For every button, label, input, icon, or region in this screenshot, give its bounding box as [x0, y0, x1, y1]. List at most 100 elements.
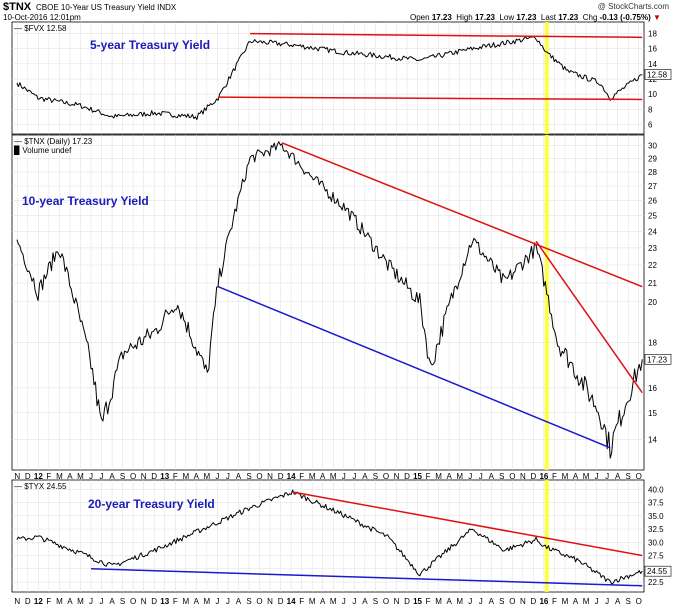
- chart-title: 5-year Treasury Yield: [90, 38, 210, 52]
- trendline-blue: [91, 568, 643, 587]
- x-tick-label: O: [383, 597, 389, 606]
- x-tick-label: J: [342, 597, 346, 606]
- x-tick-label: O: [509, 472, 515, 481]
- x-tick-label: J: [352, 472, 356, 481]
- x-tick-label: A: [320, 472, 326, 481]
- symbol: $TNX: [3, 1, 32, 13]
- y-tick-label: 35.0: [648, 512, 664, 521]
- down-arrow-icon: ▼: [653, 13, 661, 22]
- y-tick-label: 32.5: [648, 525, 664, 534]
- x-tick-label: 13: [160, 597, 169, 606]
- x-tick-label: M: [583, 472, 590, 481]
- x-tick-label: A: [362, 472, 368, 481]
- x-tick-label: M: [204, 597, 211, 606]
- x-tick-label: F: [173, 597, 178, 606]
- timestamp: 10-Oct-2016 12:01pm: [3, 13, 81, 22]
- last-value-label: 24.55: [647, 567, 668, 576]
- x-tick-label: F: [299, 597, 304, 606]
- x-tick-label: D: [25, 597, 31, 606]
- x-tick-label: A: [67, 597, 73, 606]
- x-tick-label: D: [151, 472, 157, 481]
- x-tick-label: A: [446, 597, 452, 606]
- x-tick-label: A: [573, 472, 579, 481]
- low-label: Low: [499, 13, 515, 22]
- panel-frame: [11, 134, 645, 471]
- x-tick-label: D: [404, 597, 410, 606]
- x-tick-label: F: [552, 597, 557, 606]
- y-tick-label: 25: [648, 212, 657, 221]
- last-value-label: 17.23: [647, 355, 668, 364]
- y-tick-label: 23: [648, 244, 657, 253]
- x-tick-label: F: [299, 472, 304, 481]
- x-tick-label: A: [194, 597, 200, 606]
- x-tick-label: J: [89, 472, 93, 481]
- x-tick-label: F: [426, 472, 431, 481]
- x-tick-label: A: [109, 472, 115, 481]
- x-tick-label: D: [531, 597, 537, 606]
- last-label: Last: [540, 13, 556, 22]
- x-tick-label: N: [14, 472, 20, 481]
- chg-label: Chg: [582, 13, 598, 22]
- chart-title: 20-year Treasury Yield: [88, 497, 215, 511]
- x-tick-label: A: [489, 597, 495, 606]
- x-tick-label: O: [256, 472, 262, 481]
- x-tick-label: 12: [34, 472, 43, 481]
- x-tick-label: S: [626, 597, 631, 606]
- y-tick-label: 22: [648, 261, 657, 270]
- open-label: Open: [410, 13, 430, 22]
- x-tick-label: J: [215, 597, 219, 606]
- x-tick-label: J: [595, 597, 599, 606]
- x-tick-label: J: [342, 472, 346, 481]
- x-tick-label: M: [562, 472, 569, 481]
- chart-title: 10-year Treasury Yield: [22, 194, 149, 208]
- trendline-red: [250, 32, 643, 39]
- x-tick-label: F: [46, 472, 51, 481]
- x-tick-label: M: [435, 472, 442, 481]
- x-tick-label: A: [236, 597, 242, 606]
- x-tick-label: F: [46, 597, 51, 606]
- x-tick-label: J: [468, 472, 472, 481]
- x-tick-label: J: [595, 472, 599, 481]
- trendline-blue: [217, 285, 611, 449]
- last-value-box: [644, 565, 672, 577]
- x-tick-label: O: [256, 597, 262, 606]
- price-line: [16, 141, 643, 459]
- x-tick-label: J: [226, 472, 230, 481]
- x-tick-label: 15: [413, 472, 422, 481]
- trendline-red: [281, 142, 643, 288]
- trendline-red: [218, 96, 643, 101]
- x-tick-label: M: [182, 597, 189, 606]
- x-tick-label: A: [615, 472, 621, 481]
- x-tick-label: O: [130, 597, 136, 606]
- x-tick-label: J: [100, 472, 104, 481]
- x-tick-label: D: [278, 597, 284, 606]
- x-tick-label: O: [509, 597, 515, 606]
- y-tick-label: 26: [648, 197, 657, 206]
- y-tick-label: 24: [648, 227, 657, 236]
- x-tick-label: N: [141, 597, 147, 606]
- x-tick-label: J: [479, 597, 483, 606]
- y-tick-label: 21: [648, 279, 657, 288]
- x-tick-label: 12: [34, 597, 43, 606]
- x-tick-label: M: [77, 597, 84, 606]
- x-tick-label: N: [520, 597, 526, 606]
- x-tick-label: M: [77, 472, 84, 481]
- x-tick-label: D: [404, 472, 410, 481]
- x-tick-label: S: [373, 597, 378, 606]
- x-tick-label: J: [215, 472, 219, 481]
- x-tick-label: M: [456, 597, 463, 606]
- x-tick-label: D: [25, 472, 31, 481]
- x-tick-label: J: [479, 472, 483, 481]
- y-tick-label: 27: [648, 182, 657, 191]
- x-tick-label: O: [636, 597, 642, 606]
- x-tick-label: N: [394, 472, 400, 481]
- x-tick-label: J: [100, 597, 104, 606]
- x-tick-label: M: [330, 472, 337, 481]
- x-tick-label: N: [394, 597, 400, 606]
- x-tick-label: 13: [160, 472, 169, 481]
- x-tick-label: M: [56, 472, 63, 481]
- x-tick-label: F: [552, 472, 557, 481]
- x-tick-label: D: [278, 472, 284, 481]
- x-tick-label: A: [194, 472, 200, 481]
